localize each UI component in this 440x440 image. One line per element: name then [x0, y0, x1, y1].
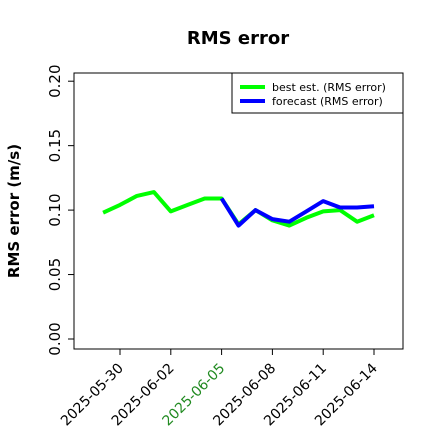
- series-line-forecast: [219, 197, 375, 228]
- y-tick-label: 0.15: [46, 129, 64, 162]
- y-axis-label: RMS error (m/s): [5, 144, 23, 278]
- y-tick-label: 0.10: [46, 193, 64, 226]
- chart-title: RMS error: [187, 28, 289, 49]
- series-layer: [102, 190, 375, 228]
- y-tick-label: 0.00: [46, 322, 64, 355]
- plot-area-frame: [73, 72, 404, 350]
- x-axis: 2025-05-302025-06-022025-06-052025-06-08…: [58, 349, 381, 429]
- legend-box: [231, 72, 404, 114]
- legend-label-forecast: forecast (RMS error): [272, 95, 383, 108]
- series-line-best-est: [102, 190, 375, 228]
- legend-label-best-est: best est. (RMS error): [272, 81, 386, 94]
- y-tick-label: 0.20: [46, 64, 64, 97]
- y-axis: 0.00 0.05 0.10 0.15 0.20: [46, 64, 74, 356]
- legend: best est. (RMS error) forecast (RMS erro…: [231, 72, 404, 114]
- y-tick-label: 0.05: [46, 258, 64, 291]
